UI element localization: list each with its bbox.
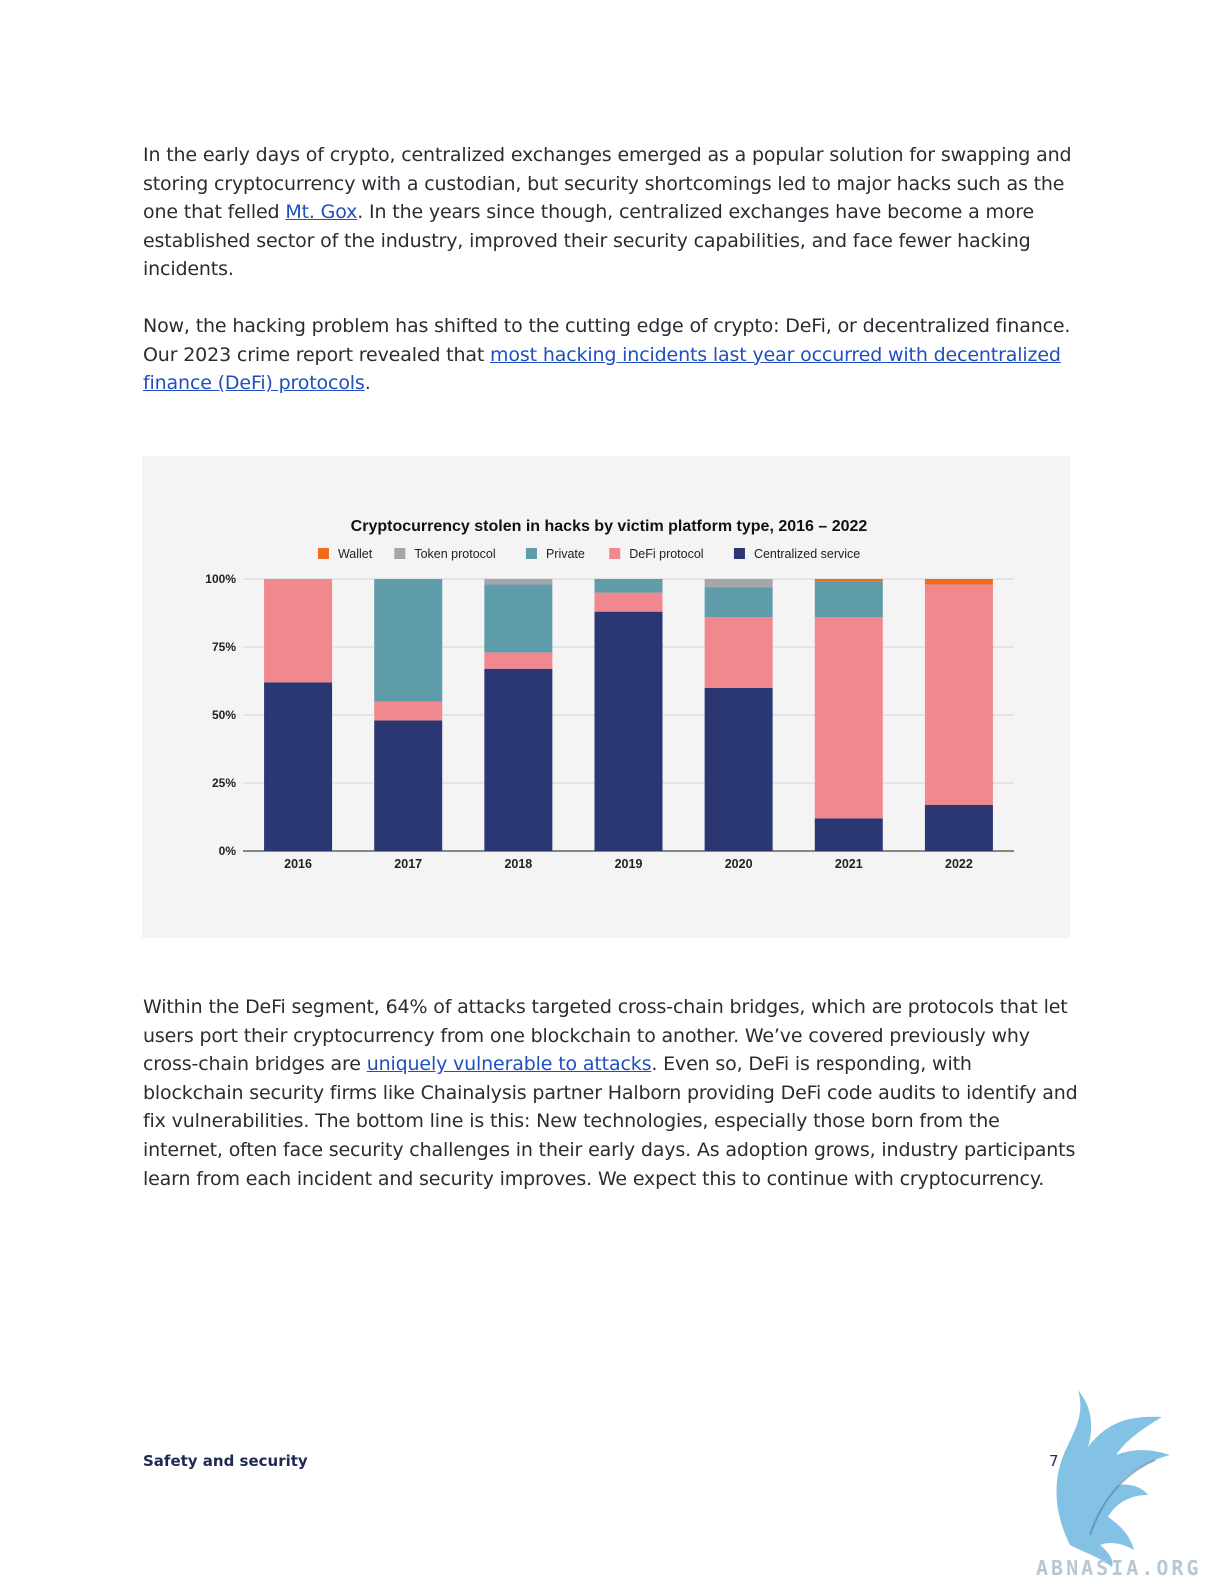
legend-label: Wallet bbox=[338, 547, 373, 561]
chart-legend: Wallet Token protocol Private DeFi protocol… bbox=[317, 547, 860, 561]
paragraph-text: . bbox=[364, 372, 371, 395]
x-tick-label: 2016 bbox=[284, 857, 312, 871]
bar-segment bbox=[484, 668, 553, 851]
paragraph-text: Within the DeFi segment, 64% of attacks … bbox=[143, 996, 1068, 1076]
y-tick-label: 75% bbox=[212, 640, 236, 654]
legend-label: Centralized service bbox=[754, 547, 860, 561]
legend-swatch bbox=[733, 548, 745, 559]
bar-segment bbox=[264, 579, 333, 683]
vulnerable-bridges-link[interactable]: uniquely vulnerable to attacks bbox=[366, 1053, 652, 1076]
bar-segment bbox=[374, 720, 443, 851]
paragraph-text: . In the years since though, centralized… bbox=[143, 201, 1035, 281]
watermark-logo bbox=[1056, 1390, 1170, 1567]
bar-segment bbox=[814, 818, 883, 851]
stacked-bar-chart: Cryptocurrency stolen in hacks by victim… bbox=[142, 456, 1070, 938]
legend-label: DeFi protocol bbox=[629, 547, 703, 561]
chart-title: Cryptocurrency stolen in hacks by victim… bbox=[351, 518, 868, 535]
legend-swatch bbox=[525, 548, 537, 559]
x-tick-label: 2022 bbox=[945, 857, 973, 871]
legend-label: Private bbox=[546, 547, 585, 561]
bar-segment bbox=[704, 587, 773, 618]
bar-segment bbox=[704, 617, 773, 688]
intro-paragraph: In the early days of crypto, centralized… bbox=[143, 141, 1078, 284]
bar-segment bbox=[594, 611, 663, 851]
bar-segment bbox=[814, 581, 883, 618]
bar-segment bbox=[374, 579, 443, 702]
legend-swatch bbox=[317, 548, 329, 559]
footer-section-title: Safety and security bbox=[143, 1452, 308, 1470]
x-tick-label: 2021 bbox=[835, 857, 863, 871]
y-tick-label: 0% bbox=[219, 844, 237, 858]
y-tick-label: 50% bbox=[212, 708, 236, 722]
x-tick-label: 2020 bbox=[725, 857, 753, 871]
bar-segment bbox=[484, 584, 553, 653]
chart-grid: 0% 25% 50% 75% 100% bbox=[205, 572, 1014, 858]
paragraph-text: In the early days of crypto, centralized… bbox=[143, 144, 1072, 224]
watermark-text: ABNASIA.ORG bbox=[1036, 1556, 1202, 1580]
legend-swatch bbox=[609, 548, 621, 559]
bar-segment bbox=[484, 652, 553, 669]
bar-segment bbox=[594, 592, 663, 612]
bar-segment bbox=[594, 579, 663, 593]
bar-segment bbox=[924, 579, 993, 585]
page-number: 7 bbox=[1049, 1452, 1059, 1470]
legend-swatch bbox=[394, 548, 406, 559]
y-tick-label: 25% bbox=[212, 776, 236, 790]
chart-bars bbox=[264, 579, 993, 851]
defi-shift-paragraph: Now, the hacking problem has shifted to … bbox=[143, 312, 1078, 398]
bar-segment bbox=[264, 682, 333, 851]
bar-segment bbox=[814, 617, 883, 819]
x-tick-label: 2019 bbox=[615, 857, 643, 871]
x-tick-label: 2017 bbox=[394, 857, 422, 871]
chart-svg: Cryptocurrency stolen in hacks by victim… bbox=[205, 518, 1014, 871]
x-tick-label: 2018 bbox=[504, 857, 532, 871]
paragraph-text: Now, the hacking problem has shifted to … bbox=[143, 315, 1071, 366]
chart-x-axis: 2016 2017 2018 2019 2020 2021 2022 bbox=[284, 857, 973, 871]
bar-segment bbox=[814, 579, 883, 582]
y-tick-label: 100% bbox=[205, 572, 236, 586]
crime-report-link[interactable]: most hacking incidents last year occurre… bbox=[143, 343, 1061, 395]
legend-label: Token protocol bbox=[414, 547, 495, 561]
bar-segment bbox=[924, 584, 993, 805]
bar-segment bbox=[704, 687, 773, 851]
defi-segment-paragraph: Within the DeFi segment, 64% of attacks … bbox=[143, 993, 1078, 1193]
mt-gox-link[interactable]: Mt. Gox bbox=[285, 201, 358, 224]
bar-segment bbox=[374, 701, 443, 721]
bar-segment bbox=[924, 804, 993, 851]
bar-segment bbox=[704, 579, 773, 588]
bar-segment bbox=[484, 579, 553, 585]
paragraph-text: . Even so, DeFi is responding, with bloc… bbox=[143, 1053, 1078, 1190]
